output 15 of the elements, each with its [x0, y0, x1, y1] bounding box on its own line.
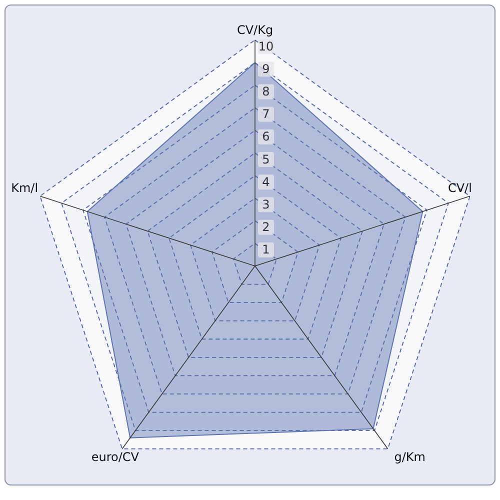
y-tick-label: 8: [262, 84, 270, 98]
y-tick-label: 5: [262, 152, 270, 166]
y-tick-label: 7: [262, 107, 270, 122]
y-tick-label: 10: [258, 39, 274, 54]
spoke-label: CV/l: [448, 181, 472, 196]
y-tick-label: 4: [262, 174, 270, 189]
spoke-label: CV/Kg: [236, 23, 274, 37]
y-tick-label: 6: [262, 130, 270, 144]
y-tick-label: 2: [262, 220, 270, 234]
y-tick-label: 3: [262, 197, 270, 212]
spoke-label: Km/l: [11, 181, 38, 196]
y-tick-label: 1: [262, 242, 270, 257]
spoke-label: euro/CV: [91, 450, 140, 464]
spoke-label: g/Km: [394, 450, 426, 464]
y-tick-label: 9: [262, 62, 270, 76]
